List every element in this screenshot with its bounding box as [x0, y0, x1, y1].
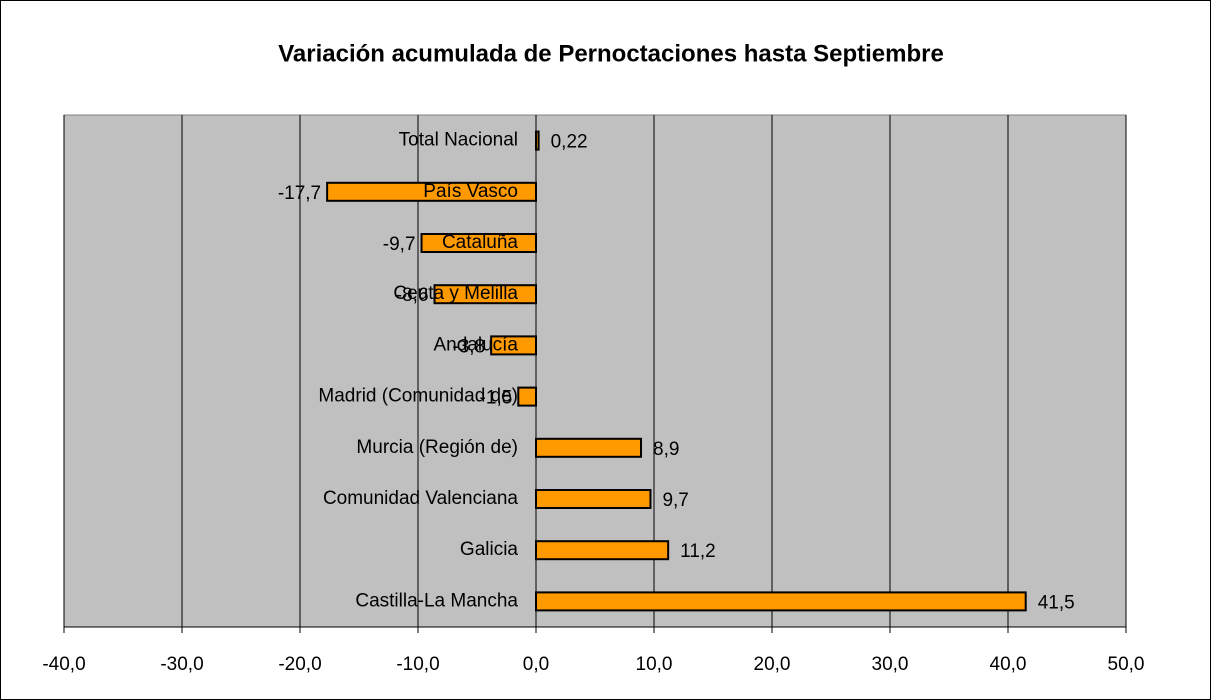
x-tick-label: -30,0 [160, 654, 203, 675]
value-label: 41,5 [1038, 592, 1075, 613]
category-label: Ceuta y Melilla [393, 283, 518, 304]
value-label: -3,8 [452, 336, 485, 357]
chart-title: Variación acumulada de Pernoctaciones ha… [278, 40, 944, 67]
value-label: -17,7 [278, 183, 321, 204]
x-tick-label: -10,0 [396, 654, 439, 675]
category-label: Madrid (Comunidad de) [318, 386, 518, 407]
value-label: 8,9 [653, 439, 679, 460]
x-tick-label: 50,0 [1108, 654, 1145, 675]
category-label: Galicia [460, 539, 519, 560]
bar [535, 437, 643, 458]
value-label: 11,2 [680, 541, 716, 562]
category-label: Andalucía [433, 334, 518, 355]
x-tick-label: 0,0 [523, 654, 549, 675]
category-label: Castilla-La Mancha [355, 590, 518, 611]
value-label: -8,6 [396, 285, 429, 306]
category-label: Total Nacional [399, 130, 518, 151]
x-tick-label: -20,0 [278, 654, 321, 675]
bar [535, 591, 1027, 612]
category-label: País Vasco [423, 181, 518, 202]
bar [517, 386, 537, 407]
x-tick-label: 40,0 [990, 654, 1027, 675]
x-tick-label: 10,0 [636, 654, 673, 675]
value-label: 0,22 [551, 132, 588, 153]
category-label: Cataluña [442, 232, 518, 253]
bar [535, 489, 652, 509]
x-tick-label: -40,0 [42, 654, 85, 675]
bar [535, 540, 670, 561]
x-tick-label: 20,0 [754, 654, 791, 675]
value-label: 9,7 [662, 490, 688, 511]
category-label: Murcia (Región de) [356, 437, 518, 458]
value-label: -1,5 [480, 388, 513, 409]
x-tick-label: 30,0 [872, 654, 909, 675]
category-label: Comunidad Valenciana [323, 488, 518, 509]
value-label: -9,7 [383, 234, 416, 255]
